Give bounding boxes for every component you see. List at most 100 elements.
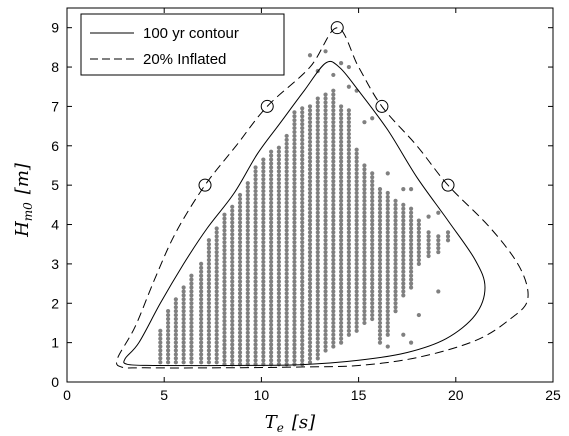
scatter-point — [261, 307, 266, 312]
scatter-point — [346, 167, 351, 172]
scatter-point — [181, 316, 186, 322]
scatter-point — [237, 236, 243, 241]
scatter-point — [416, 246, 421, 251]
scatter-point — [323, 348, 328, 353]
scatter-point — [261, 275, 266, 280]
scatter-point — [346, 218, 351, 223]
scatter-point — [408, 261, 414, 266]
scatter-point — [339, 210, 344, 215]
scatter-point — [331, 269, 336, 274]
scatter-point — [292, 161, 297, 166]
scatter-point — [315, 206, 320, 211]
scatter-point — [370, 301, 375, 306]
scatter-point — [269, 303, 274, 308]
scatter-point — [339, 218, 344, 223]
scatter-point — [269, 188, 274, 194]
scatter-point — [346, 234, 351, 239]
scatter-point — [253, 350, 258, 355]
scatter-point — [354, 324, 359, 329]
scatter-point — [292, 181, 297, 186]
scatter-point — [346, 198, 351, 204]
scatter-point — [339, 289, 344, 294]
scatter-point — [300, 181, 305, 186]
scatter-point — [269, 220, 274, 225]
scatter-point — [323, 230, 328, 235]
scatter-point — [292, 145, 297, 150]
scatter-point — [222, 228, 227, 233]
scatter-point — [284, 188, 289, 194]
scatter-point — [354, 230, 359, 235]
scatter-point — [284, 299, 289, 304]
scatter-point — [307, 336, 313, 341]
scatter-point — [261, 185, 266, 190]
scatter-point — [245, 200, 250, 205]
scatter-point — [261, 342, 266, 347]
scatter-point — [377, 226, 383, 231]
scatter-point — [323, 301, 328, 306]
scatter-point — [245, 303, 250, 308]
scatter-point — [300, 157, 305, 162]
scatter-point — [222, 224, 227, 229]
scatter-point — [377, 309, 383, 314]
scatter-point — [300, 118, 305, 123]
scatter-point — [323, 222, 328, 227]
scatter-point — [165, 360, 171, 365]
scatter-point — [393, 246, 398, 251]
scatter-point — [284, 291, 289, 296]
scatter-point — [269, 338, 274, 343]
scatter-point — [331, 167, 336, 172]
scatter-point — [237, 318, 243, 324]
scatter-point — [284, 181, 289, 186]
scatter-point — [222, 334, 227, 339]
scatter-point — [331, 147, 336, 152]
scatter-point — [362, 320, 367, 326]
scatter-point — [300, 326, 305, 331]
y-tick-label: 8 — [51, 59, 59, 75]
scatter-point — [331, 277, 336, 282]
scatter-point — [315, 175, 320, 180]
scatter-point — [261, 192, 266, 198]
scatter-point — [237, 279, 243, 284]
scatter-point — [269, 314, 274, 320]
scatter-point — [245, 318, 250, 324]
scatter-point — [401, 281, 406, 286]
scatter-point — [276, 354, 281, 359]
scatter-point — [315, 230, 320, 235]
scatter-point — [323, 218, 328, 223]
scatter-point — [300, 275, 305, 280]
scatter-point — [269, 208, 274, 213]
scatter-point — [362, 265, 367, 270]
scatter-point — [307, 179, 313, 184]
scatter-point — [292, 318, 297, 324]
scatter-point — [339, 190, 344, 196]
scatter-point — [189, 316, 194, 322]
scatter-point — [261, 314, 266, 320]
scatter-point — [408, 214, 414, 219]
scatter-point — [377, 265, 383, 270]
scatter-point — [315, 127, 320, 133]
scatter-point — [222, 283, 227, 288]
scatter-point — [370, 246, 375, 251]
scatter-point — [307, 222, 313, 227]
scatter-point — [199, 324, 204, 329]
scatter-point — [222, 255, 227, 261]
scatter-point — [401, 186, 406, 192]
scatter-point — [323, 139, 328, 144]
scatter-point — [230, 295, 235, 300]
scatter-point — [315, 312, 320, 318]
scatter-point — [354, 234, 359, 239]
scatter-point — [253, 334, 258, 339]
scatter-point — [385, 202, 390, 207]
scatter-point — [331, 194, 336, 200]
scatter-point — [206, 246, 212, 251]
scatter-point — [214, 352, 219, 357]
marker-circle — [441, 178, 455, 192]
scatter-point — [245, 263, 250, 268]
scatter-point — [331, 261, 336, 266]
legend-box — [80, 13, 285, 76]
scatter-point — [354, 202, 359, 207]
scatter-point — [222, 232, 227, 237]
scatter-point — [323, 159, 328, 164]
scatter-point — [189, 336, 194, 341]
scatter-point — [307, 53, 313, 58]
